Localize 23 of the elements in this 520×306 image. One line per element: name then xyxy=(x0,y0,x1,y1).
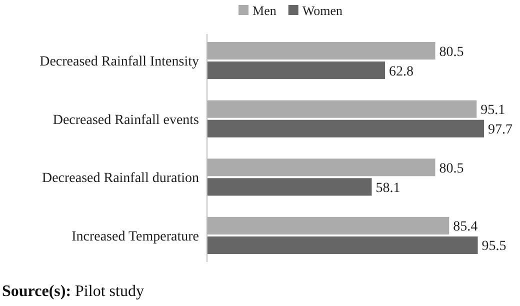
legend-label: Women xyxy=(302,3,343,18)
y-tick-label: Decreased Rainfall Intensity xyxy=(40,54,199,70)
data-label: 58.1 xyxy=(376,180,400,196)
bar xyxy=(207,236,478,254)
bar xyxy=(207,100,477,118)
data-label: 97.7 xyxy=(488,122,512,138)
data-label: 80.5 xyxy=(439,161,464,176)
data-label: 95.1 xyxy=(480,103,506,118)
bar xyxy=(207,178,372,196)
y-tick-label: Decreased Rainfall events xyxy=(52,112,199,128)
y-tick-label: Decreased Rainfall duration xyxy=(42,171,199,186)
bar xyxy=(207,158,436,176)
bar xyxy=(207,216,450,234)
bar xyxy=(207,120,484,138)
y-tick-label: Increased Temperature xyxy=(72,229,199,244)
source-note: Source(s): Pilot study xyxy=(2,283,144,300)
legend-label: Men xyxy=(252,3,277,18)
data-label: 80.5 xyxy=(439,44,464,60)
bar xyxy=(207,62,386,80)
data-label: 85.4 xyxy=(453,220,478,235)
data-label: 95.5 xyxy=(482,239,506,254)
data-label: 62.8 xyxy=(389,64,414,80)
bar xyxy=(207,42,436,60)
